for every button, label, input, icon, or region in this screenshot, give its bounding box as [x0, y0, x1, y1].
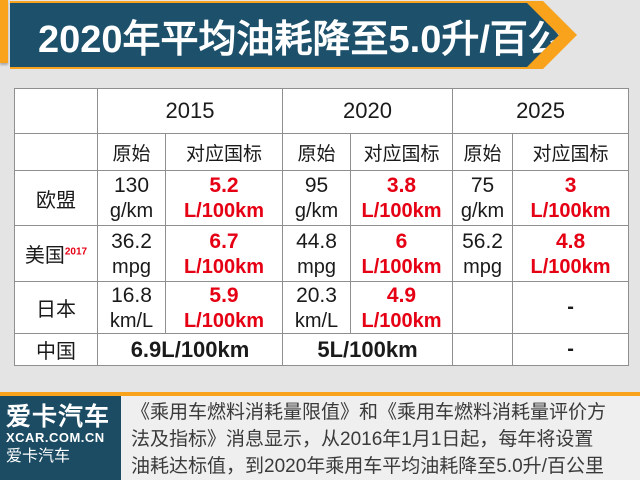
- cell-cn-2025-standard: -: [512, 333, 630, 366]
- unit: mpg: [297, 255, 336, 278]
- table-row-subheaders: 原始 对应国标 原始 对应国标 原始 对应国标: [14, 133, 630, 171]
- unit: L/100km: [530, 255, 611, 278]
- cell-eu-2025-standard: 3 L/100km: [512, 170, 630, 226]
- footer-note-line3: 油耗达标值，到2020年乘用车平均油耗降至5.0升/百公里: [131, 456, 604, 477]
- cell-us-2020-standard: 6 L/100km: [350, 225, 454, 282]
- fuel-consumption-table: 2015 2020 2025 原始 对应国标 原始 对应国标 原始 对应国标 欧…: [14, 88, 630, 366]
- value: 44.8: [296, 229, 337, 253]
- xcar-logo-brand: 爱卡汽车: [6, 403, 111, 431]
- unit: L/100km: [183, 255, 265, 278]
- cell-us-2025-standard: 4.8 L/100km: [512, 225, 630, 282]
- value: 4.8: [555, 229, 586, 253]
- footer-note-line2: 法及指标》消息显示，从2016年1月1日起，每年将设置: [131, 429, 594, 450]
- row-label-cn: 中国: [14, 333, 98, 366]
- cell-eu-2020-standard: 3.8 L/100km: [350, 170, 454, 226]
- unit: mpg: [463, 255, 502, 278]
- cell-us-2025-original: 56.2 mpg: [452, 225, 514, 282]
- subheader-original-2025: 原始: [452, 133, 514, 171]
- unit: L/100km: [361, 255, 442, 278]
- cell-cn-2020-merged: 5L/100km: [282, 333, 454, 366]
- footer-note-line1: 《乘用车燃料消耗量限值》和《乘用车燃料消耗量评价方: [131, 402, 607, 423]
- subheader-standard-2015: 对应国标: [164, 133, 284, 171]
- year-header-2015: 2015: [96, 88, 284, 134]
- corner-cell: [14, 133, 98, 171]
- cell-jp-2015-standard: 5.9 L/100km: [164, 281, 284, 334]
- cell-jp-2025-original: [452, 281, 514, 334]
- value: 20.3: [296, 283, 337, 307]
- unit: km/L: [294, 309, 339, 332]
- row-label-eu: 欧盟: [14, 170, 98, 226]
- cell-us-2020-original: 44.8 mpg: [282, 225, 352, 282]
- banner: 2020年平均油耗降至5.0升/百公里: [10, 3, 559, 67]
- year-header-2025: 2025: [452, 88, 630, 134]
- cell-eu-2020-original: 95 g/km: [282, 170, 352, 226]
- table-row-us: 美国2017 36.2 mpg 6.7 L/100km 44.8 mpg 6 L…: [14, 225, 630, 282]
- value: 36.2: [111, 229, 152, 253]
- table-row-eu: 欧盟 130 g/km 5.2 L/100km 95 g/km 3.8 L/10…: [14, 170, 630, 226]
- subheader-original-2020: 原始: [282, 133, 352, 171]
- xcar-logo: 爱卡汽车 XCAR.COM.CN 爱卡汽车: [0, 396, 121, 480]
- value: 130: [113, 174, 150, 197]
- unit: g/km: [109, 200, 154, 222]
- value: 6: [395, 229, 408, 253]
- row-label-jp: 日本: [14, 281, 98, 334]
- cell-cn-2015-merged: 6.9L/100km: [96, 333, 284, 366]
- value: 95: [304, 174, 329, 197]
- cell-eu-2025-original: 75 g/km: [452, 170, 514, 226]
- label-text: 美国: [24, 245, 65, 267]
- unit: L/100km: [361, 200, 442, 222]
- unit: L/100km: [183, 309, 265, 332]
- table-row-jp: 日本 16.8 km/L 5.9 L/100km 20.3 km/L 4.9 L…: [14, 281, 630, 334]
- value: 6.7: [209, 229, 239, 253]
- value: 75: [470, 174, 495, 197]
- label-superscript: 2017: [64, 246, 88, 258]
- corner-cell: [14, 88, 98, 134]
- value: 3.8: [386, 174, 417, 197]
- row-label-us: 美国2017: [14, 225, 98, 282]
- value: 5.9: [209, 283, 239, 307]
- value: 3: [564, 174, 577, 197]
- cell-jp-2020-standard: 4.9 L/100km: [350, 281, 454, 334]
- unit: L/100km: [183, 200, 265, 222]
- table-row-years: 2015 2020 2025: [14, 88, 630, 134]
- value: 4.9: [386, 283, 417, 307]
- table-row-cn: 中国 6.9L/100km 5L/100km -: [14, 333, 630, 366]
- unit: mpg: [112, 255, 151, 278]
- subheader-standard-2025: 对应国标: [512, 133, 630, 171]
- cell-eu-2015-original: 130 g/km: [97, 170, 166, 226]
- subheader-standard-2020: 对应国标: [350, 133, 454, 171]
- cell-eu-2015-standard: 5.2 L/100km: [164, 170, 284, 226]
- xcar-logo-caption: 爱卡汽车: [6, 448, 71, 465]
- banner-accent-bar: [0, 0, 8, 63]
- cell-jp-2025-standard: -: [512, 281, 630, 334]
- cell-us-2015-standard: 6.7 L/100km: [164, 225, 284, 282]
- year-header-2020: 2020: [282, 88, 454, 134]
- cell-jp-2015-original: 16.8 km/L: [97, 281, 166, 334]
- value: 56.2: [462, 229, 503, 253]
- unit: g/km: [460, 200, 505, 222]
- cell-cn-2025-original: [452, 333, 514, 366]
- footer-divider-rule: [0, 392, 640, 396]
- unit: L/100km: [361, 309, 442, 332]
- cell-us-2015-original: 36.2 mpg: [97, 225, 166, 282]
- value: 5.2: [209, 174, 239, 197]
- value: 16.8: [111, 283, 152, 307]
- unit: L/100km: [530, 200, 611, 222]
- page-title: 2020年平均油耗降至5.0升/百公里: [38, 18, 604, 61]
- xcar-logo-domain: XCAR.COM.CN: [6, 430, 105, 445]
- footer-note: 《乘用车燃料消耗量限值》和《乘用车燃料消耗量评价方 法及指标》消息显示，从201…: [121, 396, 640, 480]
- unit: km/L: [109, 309, 154, 332]
- cell-jp-2020-original: 20.3 km/L: [282, 281, 352, 334]
- unit: g/km: [294, 200, 339, 222]
- subheader-original-2015: 原始: [97, 133, 166, 171]
